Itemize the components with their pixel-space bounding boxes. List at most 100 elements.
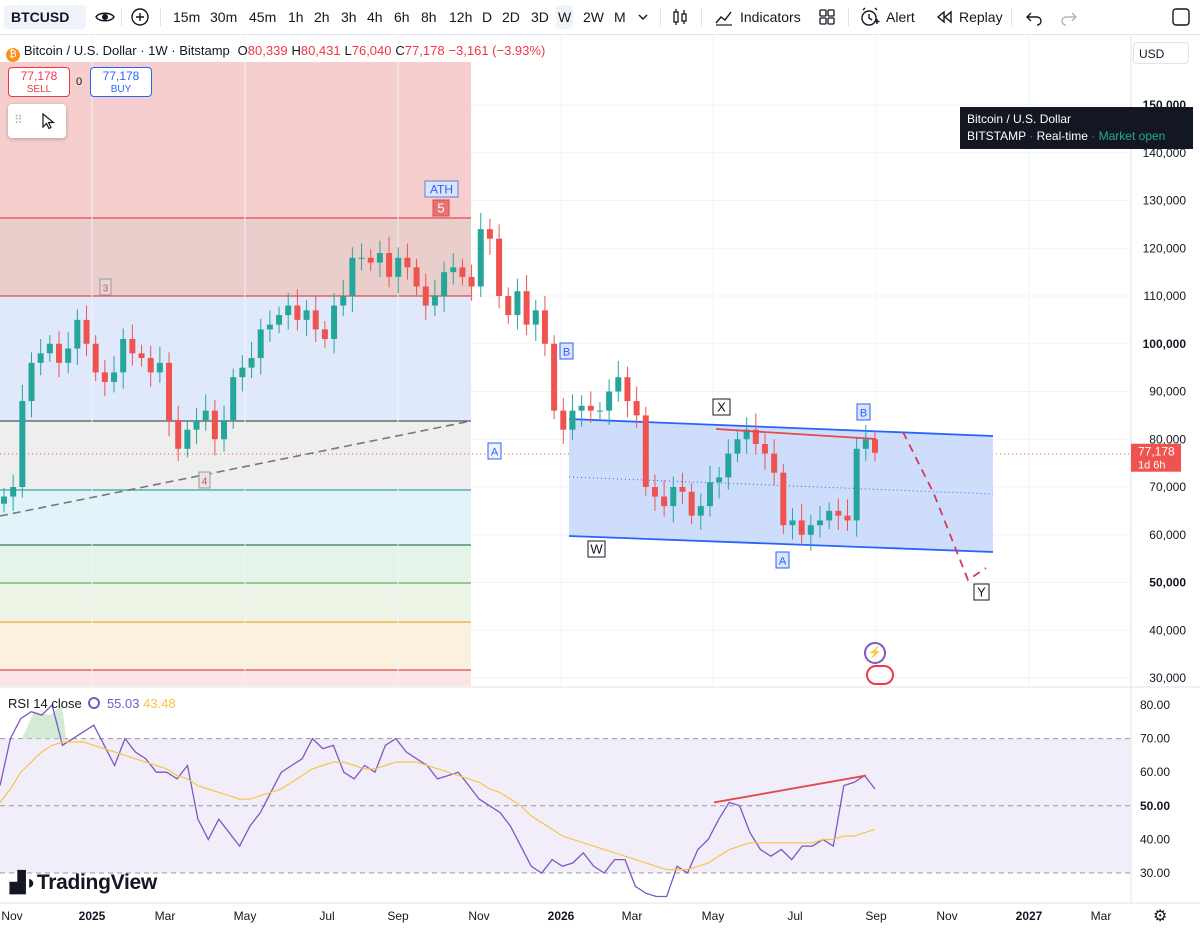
candle — [551, 343, 558, 411]
timeframe-2w[interactable]: 2W — [583, 9, 604, 25]
legend-low: 76,040 — [351, 43, 392, 58]
wave-4-label: 4 — [198, 471, 211, 489]
candle — [633, 401, 640, 416]
compare-plus-icon[interactable] — [128, 5, 152, 29]
time-label: Jul — [319, 909, 335, 923]
symbol-search[interactable]: BTCUSD — [4, 5, 86, 29]
rsi-legend: RSI 14 close 55.03 43.48 — [8, 696, 176, 711]
timeframe-4h[interactable]: 4h — [367, 9, 383, 25]
candle — [587, 405, 594, 411]
wave-a2-label-box — [775, 551, 790, 569]
wave-w-label-text: W — [590, 542, 603, 557]
indicators-button[interactable]: Indicators — [740, 9, 801, 25]
rsi-axis-label: 80.00 — [1140, 698, 1170, 712]
timeframe-w[interactable]: W — [556, 5, 574, 29]
currency-select[interactable]: USD — [1133, 42, 1189, 64]
indicators-icon[interactable] — [712, 5, 736, 29]
timeframe-dropdown-icon[interactable] — [631, 5, 655, 29]
layouts-grid-icon[interactable] — [815, 5, 839, 29]
timeframe-1h[interactable]: 1h — [288, 9, 304, 25]
candle — [129, 338, 136, 354]
sell-button[interactable]: 77,178 SELL — [8, 67, 70, 97]
drawing-toolbar: ⠿ — [8, 104, 66, 138]
events-icon[interactable]: ⚡ — [864, 642, 886, 664]
fib-zone — [0, 622, 471, 670]
time-label: Jul — [787, 909, 803, 923]
cursor-arrow-icon[interactable] — [38, 111, 58, 131]
candle — [798, 520, 805, 535]
timeframe-6h[interactable]: 6h — [394, 9, 410, 25]
sell-price: 77,178 — [20, 69, 58, 83]
wave-a-label-text: A — [491, 447, 499, 459]
redo-icon[interactable] — [1057, 5, 1081, 29]
timeframe-2h[interactable]: 2h — [314, 9, 330, 25]
candle — [872, 439, 878, 453]
alert-clock-icon[interactable] — [858, 5, 882, 29]
candle — [578, 405, 585, 411]
replay-icon[interactable] — [932, 5, 956, 29]
settings-gear-icon[interactable]: ⚙ — [1153, 908, 1168, 925]
tooltip-feed: Real-time — [1036, 129, 1088, 143]
us-flag-event-icon[interactable] — [866, 665, 894, 685]
timeframe-30m[interactable]: 30m — [210, 9, 238, 25]
timeframe-8h[interactable]: 8h — [421, 9, 437, 25]
candle — [505, 296, 512, 316]
candles — [1, 212, 878, 551]
buy-button[interactable]: 77,178 BUY — [90, 67, 152, 97]
time-axis[interactable]: Nov 2025 Mar May Jul Sep Nov 2026 Mar May Jul Sep No… — [0, 903, 1200, 933]
candle — [807, 525, 814, 535]
candle — [752, 429, 759, 445]
candle — [606, 391, 613, 411]
candle — [276, 315, 283, 325]
candle — [743, 429, 750, 440]
rsi-label: RSI 14 close — [8, 696, 82, 711]
price-label: 60,000 — [1149, 528, 1186, 542]
candle — [615, 377, 622, 392]
alert-button[interactable]: Alert — [886, 9, 915, 25]
fullscreen-square-icon[interactable] — [1169, 5, 1193, 29]
fib-zone — [0, 62, 471, 218]
time-label: 2027 — [1015, 909, 1043, 923]
candle — [101, 372, 108, 382]
wave-b-label: B — [559, 342, 574, 360]
candle — [239, 367, 246, 378]
candle — [486, 229, 493, 239]
time-label: Sep — [865, 909, 887, 923]
timeframe-45m[interactable]: 45m — [249, 9, 277, 25]
timeframe-2d[interactable]: 2D — [502, 9, 520, 25]
replay-button[interactable]: Replay — [959, 9, 1003, 25]
wave-a-label: A — [487, 442, 502, 460]
timeframe-3d[interactable]: 3D — [531, 9, 549, 25]
wave-a-label-box — [487, 442, 502, 460]
sell-label: SELL — [26, 84, 52, 95]
candle — [716, 477, 723, 483]
wave-5-label-box — [432, 199, 450, 217]
time-label: Mar — [1090, 909, 1112, 923]
candle — [156, 362, 163, 373]
undo-icon[interactable] — [1022, 5, 1046, 29]
candle — [294, 305, 301, 320]
top-toolbar: BTCUSD 15m 30m 45m 1h 2h 3h 4h 6h 8h 12h D 2D 3D W 2W M… — [0, 0, 1200, 35]
symbol-label: BTCUSD — [11, 9, 70, 25]
candle — [147, 358, 154, 373]
timeframe-d[interactable]: D — [482, 9, 493, 25]
candle — [670, 487, 677, 507]
rsi-line — [0, 703, 876, 898]
candle — [303, 310, 310, 320]
symbol-eye-icon[interactable] — [93, 5, 117, 29]
candle — [395, 257, 402, 277]
timeframe-m[interactable]: M — [614, 9, 626, 25]
candle — [248, 358, 255, 368]
channel-top-line — [568, 418, 994, 437]
timeframe-3h[interactable]: 3h — [341, 9, 357, 25]
rsi-settings-icon[interactable] — [88, 697, 101, 709]
timeframe-12h[interactable]: 12h — [449, 9, 473, 25]
timeframe-15m[interactable]: 15m — [173, 9, 201, 25]
rsi-axis-label: 60.00 — [1140, 765, 1170, 779]
time-label: Sep — [387, 909, 409, 923]
wave-b2-label-text: B — [860, 408, 867, 420]
candle — [358, 257, 365, 259]
candles-chart-type-icon[interactable] — [668, 5, 692, 29]
drag-handle-icon[interactable]: ⠿ — [14, 113, 23, 127]
